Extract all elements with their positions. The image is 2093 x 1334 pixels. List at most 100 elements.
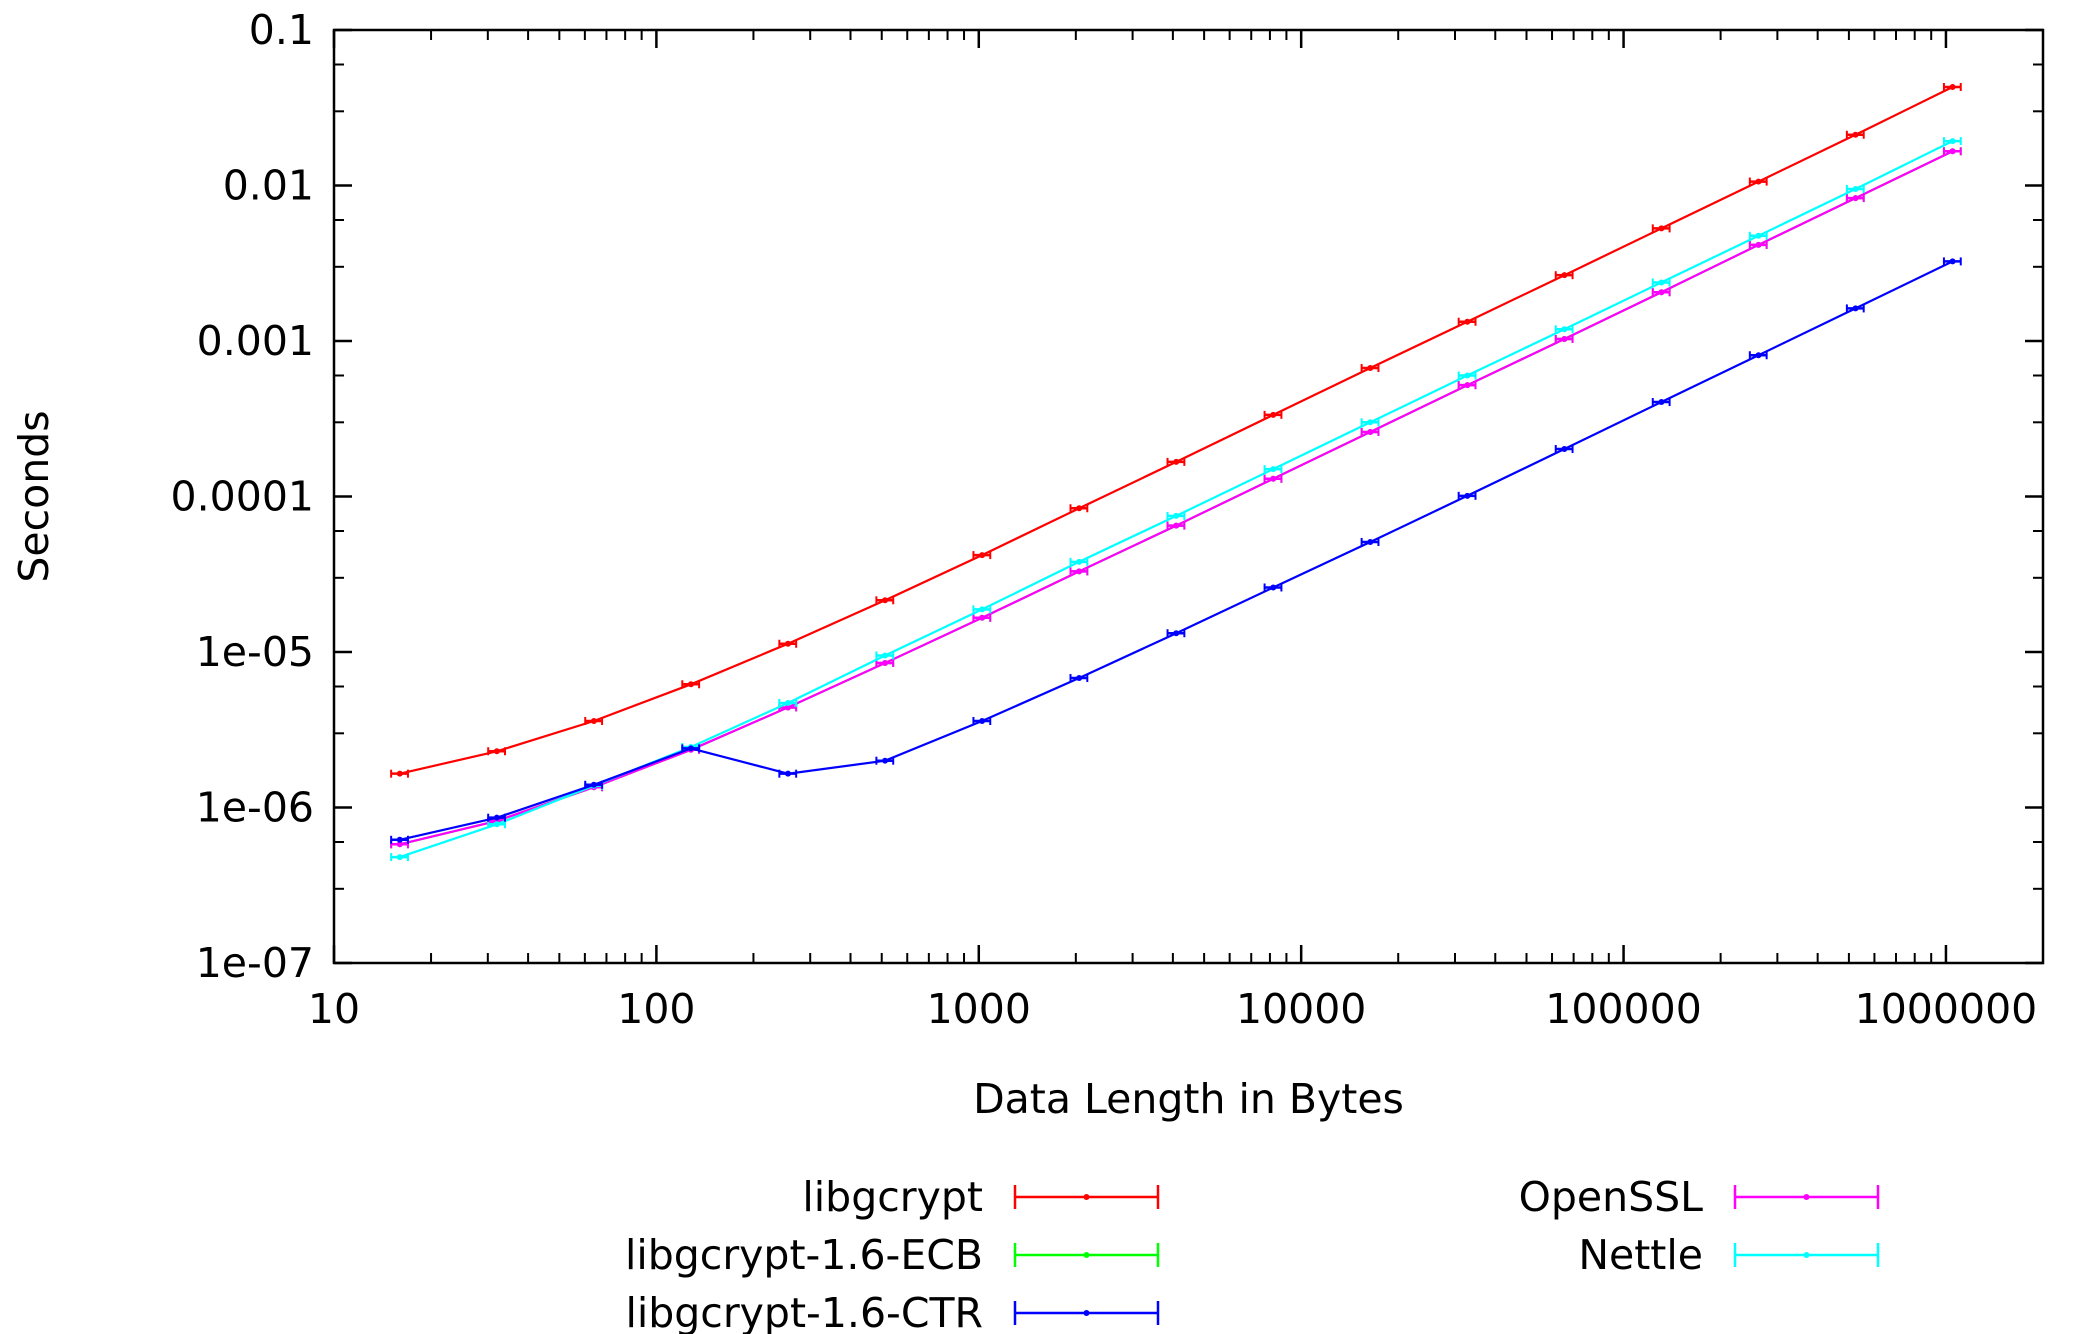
legend: libgcrypt libgcrypt-1.6-ECB libgcrypt-1.6-… xyxy=(625,1173,1880,1334)
data-point xyxy=(1270,411,1277,418)
data-point xyxy=(1173,512,1180,519)
data-point xyxy=(1561,326,1568,333)
data-point xyxy=(396,770,403,777)
data-point xyxy=(1561,446,1568,453)
legend-item: OpenSSL xyxy=(1519,1173,1880,1221)
x-tick-label: 1000 xyxy=(927,985,1031,1033)
data-point xyxy=(1076,505,1083,512)
data-point xyxy=(1464,492,1471,499)
data-point xyxy=(882,757,889,764)
data-point xyxy=(1852,131,1859,138)
data-point xyxy=(1173,630,1180,637)
data-point xyxy=(1949,148,1956,155)
data-point xyxy=(979,717,986,724)
data-point xyxy=(1270,475,1277,482)
data-point xyxy=(979,606,986,613)
legend-point xyxy=(1803,1252,1810,1258)
y-tick-label: 0.001 xyxy=(197,317,314,365)
legend-point xyxy=(1083,1310,1090,1316)
legend-item: libgcrypt-1.6-ECB xyxy=(625,1231,1160,1279)
x-tick-label: 1000000 xyxy=(1855,985,2038,1033)
data-point xyxy=(882,652,889,659)
y-tick-label: 0.0001 xyxy=(171,473,314,521)
data-point xyxy=(590,781,597,788)
data-point xyxy=(396,836,403,843)
data-point xyxy=(493,748,500,755)
y-tick-label: 1e-05 xyxy=(196,628,314,676)
data-point xyxy=(1367,538,1374,545)
legend-point xyxy=(1803,1194,1810,1200)
data-point xyxy=(1949,83,1956,90)
data-point xyxy=(1658,225,1665,232)
data-point xyxy=(1755,232,1762,239)
data-point xyxy=(1658,289,1665,296)
data-point xyxy=(1561,336,1568,343)
data-point xyxy=(1852,185,1859,192)
series-libgcrypt-1.6-CTR xyxy=(390,257,1962,844)
data-point xyxy=(1658,279,1665,286)
data-point xyxy=(1367,419,1374,426)
legend-point xyxy=(1083,1252,1090,1258)
data-point xyxy=(979,614,986,621)
data-point xyxy=(1755,241,1762,248)
data-point xyxy=(1755,352,1762,359)
data-point xyxy=(1464,382,1471,389)
x-tick-label: 10000 xyxy=(1236,985,1366,1033)
y-axis-title: Seconds xyxy=(10,410,58,582)
y-axis-ticks: 1e-07 1e-06 1e-05 0.0001 0.001 0.01 0.1 xyxy=(171,6,2043,987)
x-axis-title: Data Length in Bytes xyxy=(973,1075,1404,1123)
data-point xyxy=(1464,318,1471,325)
y-tick-label: 1e-06 xyxy=(196,784,314,832)
legend-item: libgcrypt-1.6-CTR xyxy=(625,1289,1160,1334)
legend-label: Nettle xyxy=(1578,1231,1703,1279)
data-point xyxy=(785,699,792,706)
data-point xyxy=(687,681,694,688)
data-point xyxy=(1852,305,1859,312)
data-point xyxy=(1173,522,1180,529)
data-point xyxy=(1852,195,1859,202)
data-point xyxy=(1076,568,1083,575)
data-point xyxy=(493,821,500,828)
x-axis-ticks: 10 100 1000 10000 100000 1000000 xyxy=(308,30,2044,1033)
legend-label: OpenSSL xyxy=(1519,1173,1704,1221)
legend-point xyxy=(1083,1194,1090,1200)
data-point xyxy=(785,770,792,777)
x-tick-label: 10 xyxy=(308,985,360,1033)
y-tick-label: 1e-07 xyxy=(196,939,314,987)
data-point xyxy=(1949,138,1956,145)
data-point xyxy=(882,597,889,604)
legend-item: Nettle xyxy=(1578,1231,1880,1279)
data-point xyxy=(590,717,597,724)
y-tick-label: 0.01 xyxy=(223,162,314,210)
data-point xyxy=(785,704,792,711)
legend-label: libgcrypt-1.6-CTR xyxy=(625,1289,983,1334)
legend-item: libgcrypt xyxy=(802,1173,1160,1221)
data-point xyxy=(1367,365,1374,372)
y-tick-label: 0.1 xyxy=(249,6,314,54)
data-point xyxy=(396,841,403,848)
data-point xyxy=(1464,372,1471,379)
data-point xyxy=(687,745,694,752)
data-point xyxy=(1076,675,1083,682)
data-point xyxy=(1173,458,1180,465)
x-tick-label: 100 xyxy=(617,985,695,1033)
data-point xyxy=(979,552,986,559)
data-point xyxy=(1755,178,1762,185)
data-point xyxy=(1270,584,1277,591)
data-point xyxy=(1367,428,1374,435)
data-point xyxy=(882,659,889,666)
data-point xyxy=(1949,258,1956,265)
plot-frame xyxy=(332,28,2045,965)
data-point xyxy=(1658,399,1665,406)
data-point xyxy=(1076,558,1083,565)
data-point xyxy=(1270,466,1277,473)
x-tick-label: 100000 xyxy=(1545,985,1702,1033)
legend-label: libgcrypt-1.6-ECB xyxy=(625,1231,983,1279)
data-point xyxy=(785,640,792,647)
data-point xyxy=(1561,272,1568,279)
series-libgcrypt xyxy=(390,82,1962,778)
data-point xyxy=(493,814,500,821)
data-point xyxy=(396,854,403,861)
legend-label: libgcrypt xyxy=(802,1173,983,1221)
